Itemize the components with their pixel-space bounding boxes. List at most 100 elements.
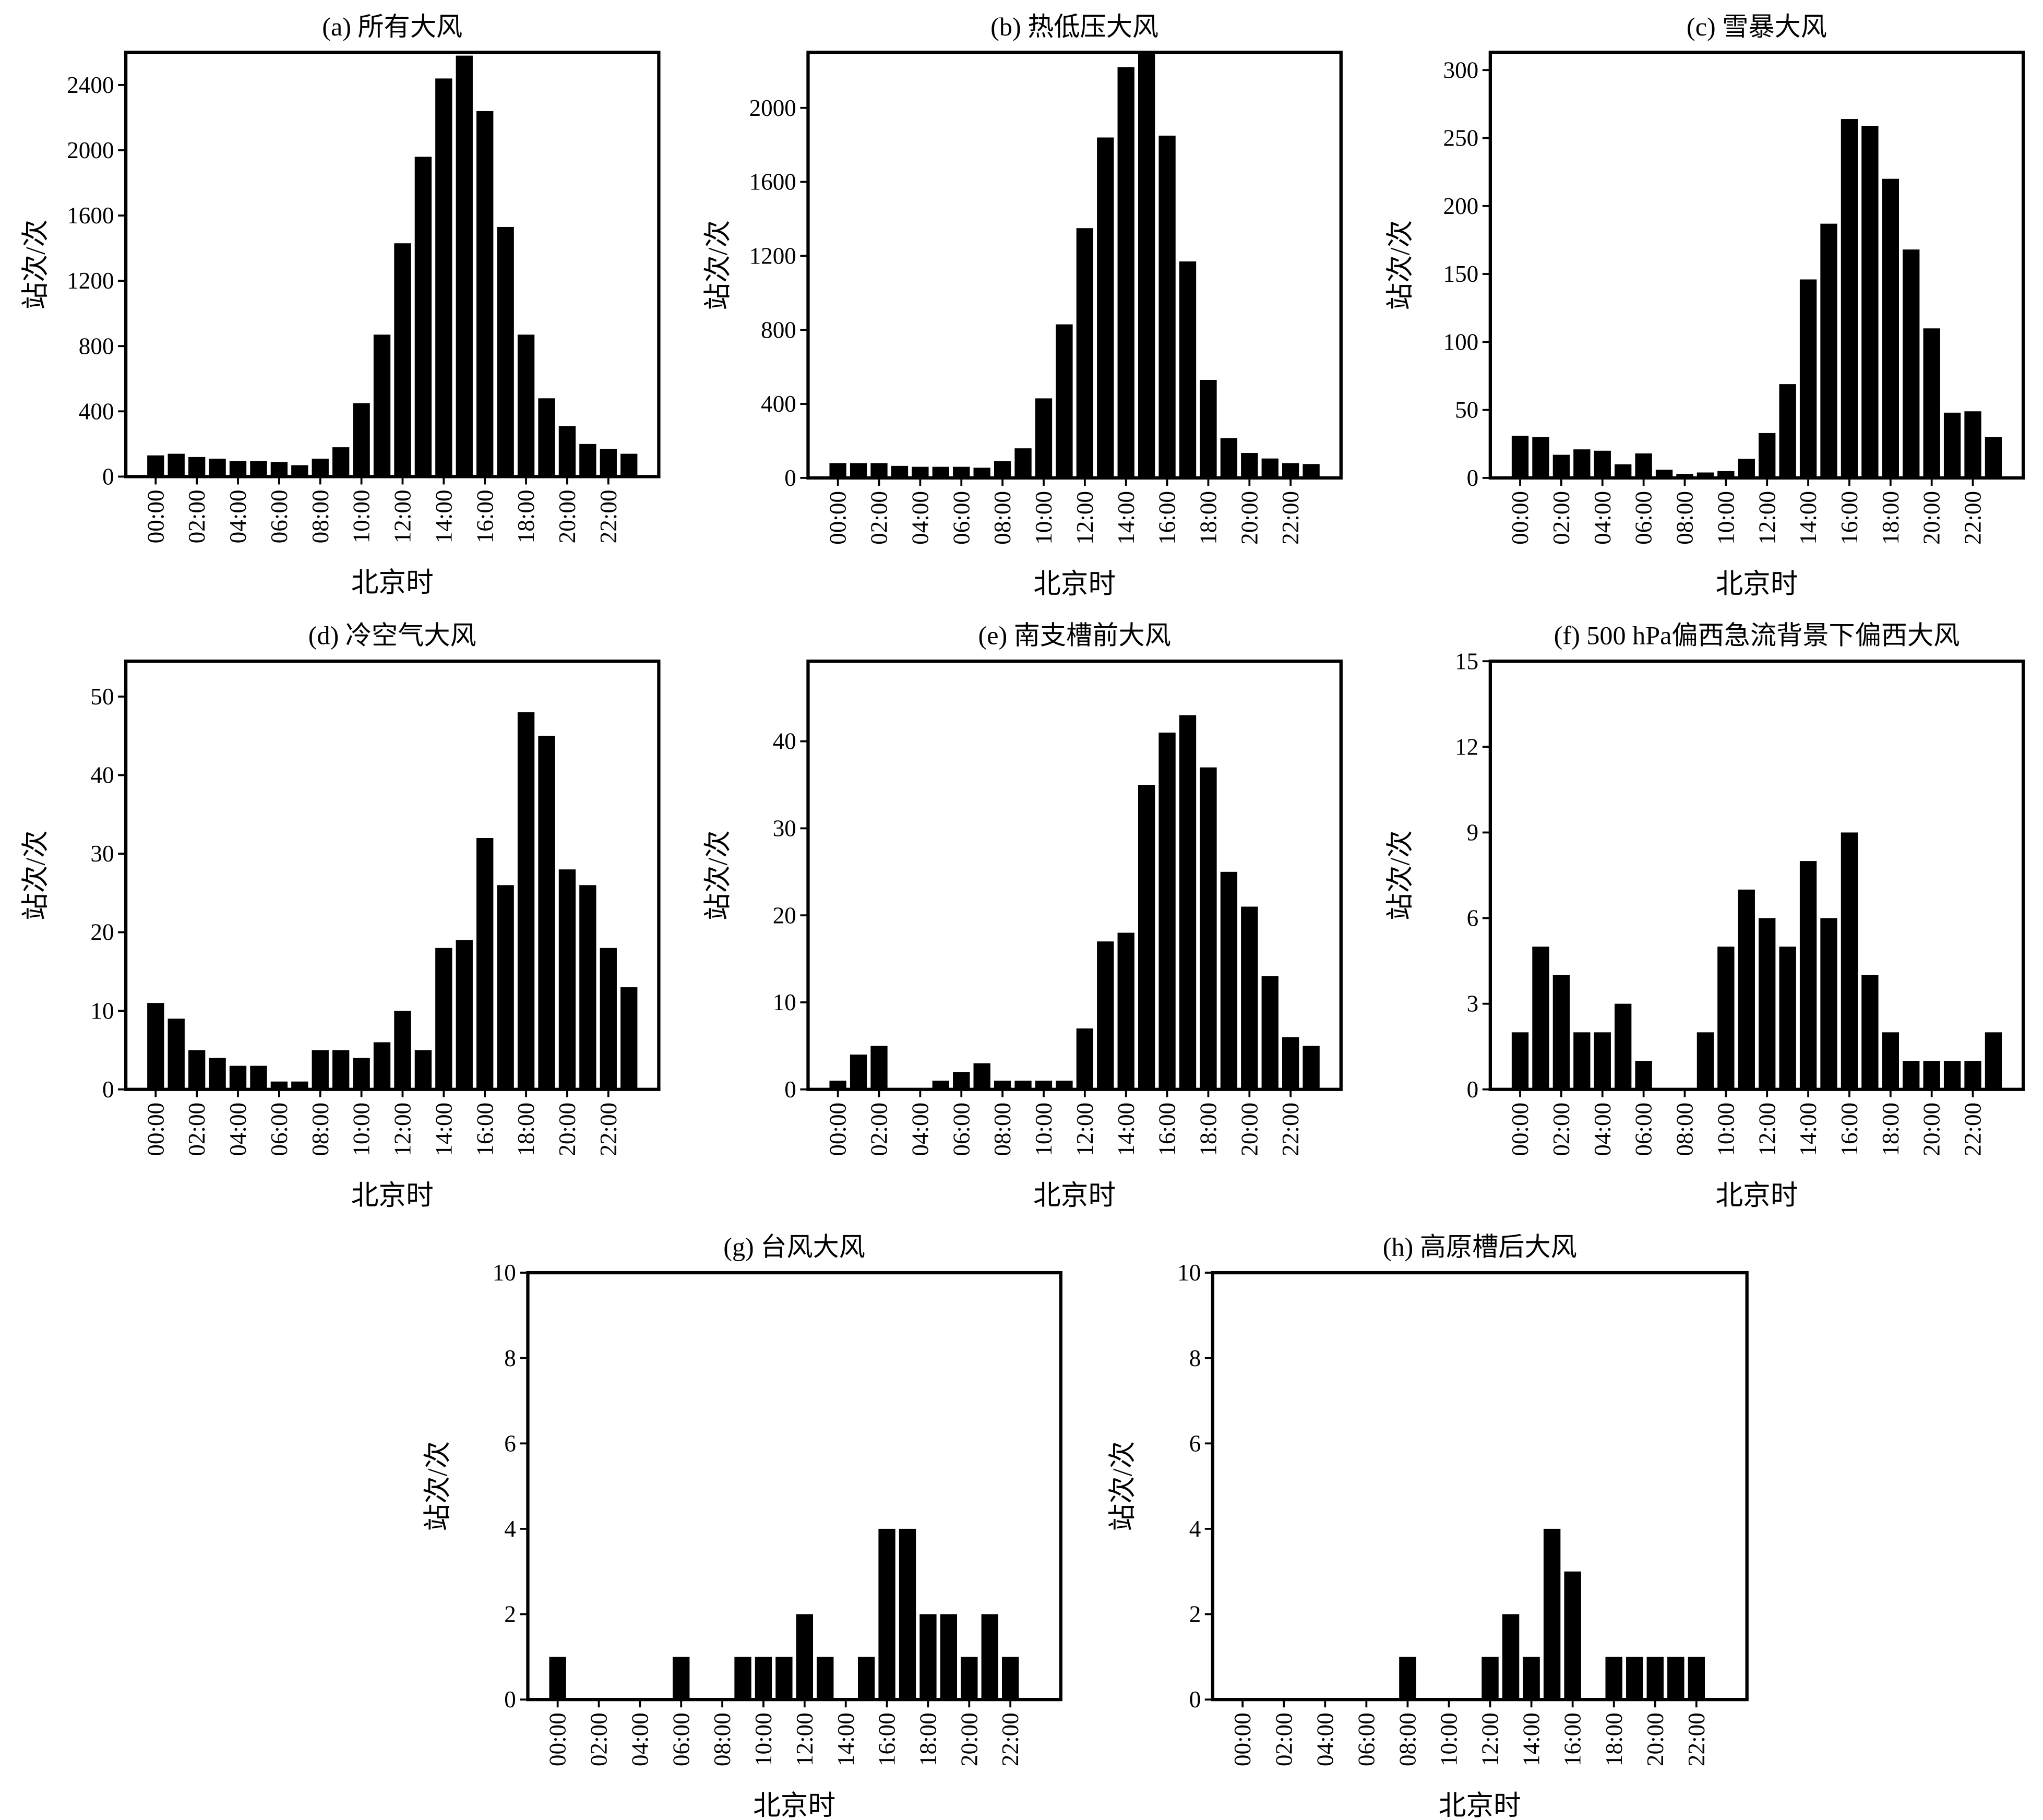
y-tick-label: 1200	[67, 268, 114, 294]
y-tick-label: 10	[493, 1260, 516, 1286]
y-axis-label: 站次/次	[703, 830, 733, 920]
x-tick-label: 16:00	[1836, 1103, 1862, 1156]
bar	[1717, 471, 1735, 478]
bar	[1035, 1081, 1053, 1089]
chart-title: (g) 台风大风	[723, 1232, 865, 1261]
x-tick-label: 02:00	[866, 1103, 892, 1156]
y-tick-label: 10	[1177, 1260, 1201, 1286]
bar	[1303, 1046, 1320, 1089]
bar	[147, 1003, 164, 1089]
bar	[1861, 126, 1879, 478]
bar	[1482, 1657, 1499, 1700]
x-tick-label: 02:00	[1548, 491, 1574, 545]
panel: 00:00 02:00 04:00 06:00 08:00 10:00 12:00 14:00…	[1385, 621, 2025, 1211]
bar	[579, 885, 596, 1089]
bar	[188, 457, 206, 477]
y-tick-label: 9	[1467, 820, 1479, 846]
bar	[1985, 1032, 2002, 1089]
x-tick-label: 18:00	[1601, 1713, 1627, 1766]
y-tick-label: 20	[90, 919, 114, 945]
x-tick-label: 14:00	[431, 489, 457, 543]
bar	[1035, 398, 1053, 478]
bar	[870, 1046, 888, 1089]
bar	[1138, 54, 1155, 478]
bar	[1759, 918, 1776, 1089]
bar	[1303, 464, 1320, 478]
x-tick-label: 20:00	[1642, 1713, 1668, 1766]
y-tick-label: 1600	[67, 202, 114, 229]
panel: 00:00 02:00 04:00 06:00 08:00 10:00 12:00 14:00…	[1385, 12, 2025, 600]
x-tick-label: 22:00	[595, 1103, 622, 1156]
x-tick-label: 00:00	[1507, 491, 1533, 545]
x-tick-label: 06:00	[266, 489, 292, 543]
bar	[1552, 975, 1570, 1089]
bar	[1117, 932, 1134, 1089]
bar	[620, 453, 638, 477]
x-tick-label: 04:00	[225, 489, 251, 543]
bar	[878, 1528, 895, 1700]
y-axis-label: 站次/次	[21, 830, 51, 920]
x-tick-label: 06:00	[1353, 1713, 1379, 1766]
bar	[312, 459, 329, 477]
bar	[994, 461, 1011, 478]
bar	[476, 111, 494, 477]
bar	[1573, 1032, 1591, 1089]
bar	[1241, 453, 1258, 478]
bar	[899, 1528, 916, 1700]
bar	[558, 869, 576, 1089]
bar	[1667, 1657, 1684, 1700]
y-tick-label: 0	[784, 1076, 796, 1103]
x-tick-label: 12:00	[1477, 1713, 1503, 1766]
y-tick-label: 40	[90, 762, 114, 788]
bar	[1002, 1657, 1019, 1700]
x-tick-label: 00:00	[545, 1713, 571, 1766]
y-axis-label: 站次/次	[1385, 220, 1415, 310]
panel: 00:00 02:00 04:00 06:00 08:00 10:00 12:00 14:00…	[703, 621, 1343, 1211]
bar	[270, 462, 288, 477]
bar	[476, 837, 494, 1089]
y-tick-label: 2000	[67, 137, 114, 163]
y-tick-label: 200	[1443, 193, 1479, 219]
x-tick-label: 20:00	[554, 489, 580, 543]
x-tick-label: 04:00	[225, 1103, 251, 1156]
y-tick-label: 50	[1455, 397, 1478, 423]
x-tick-label: 18:00	[1878, 1103, 1904, 1156]
x-tick-label: 08:00	[307, 489, 333, 543]
y-tick-label: 2000	[749, 95, 796, 121]
bar	[1799, 861, 1817, 1089]
y-tick-label: 12	[1455, 734, 1478, 760]
bar	[940, 1614, 958, 1700]
y-tick-label: 15	[1455, 648, 1478, 674]
y-tick-label: 20	[773, 902, 796, 928]
bar	[1200, 379, 1217, 478]
y-axis-label: 站次/次	[21, 220, 51, 310]
bar	[147, 455, 164, 477]
y-tick-label: 3	[1467, 991, 1479, 1017]
panel: 00:00 02:00 04:00 06:00 08:00 10:00 12:00 14:00…	[21, 621, 661, 1211]
y-tick-label: 0	[1189, 1686, 1201, 1713]
bar	[229, 1065, 247, 1089]
bar	[994, 1081, 1011, 1089]
bar	[1117, 67, 1134, 478]
bar	[332, 1050, 350, 1089]
bar	[456, 55, 473, 477]
bar	[168, 1019, 185, 1089]
x-tick-label: 00:00	[142, 1103, 169, 1156]
bar	[932, 466, 949, 478]
bar	[796, 1614, 814, 1700]
x-tick-label: 14:00	[833, 1713, 859, 1766]
x-tick-label: 18:00	[915, 1713, 941, 1766]
bar	[1676, 474, 1693, 478]
plot-frame	[124, 660, 661, 1091]
bar	[1097, 941, 1114, 1089]
bar	[1594, 450, 1611, 478]
x-tick-label: 04:00	[1590, 1103, 1616, 1156]
bar	[1605, 1657, 1622, 1700]
x-tick-label: 04:00	[627, 1713, 653, 1766]
y-tick-label: 2	[504, 1601, 516, 1627]
bar	[1903, 1061, 1920, 1089]
bar	[1923, 328, 1940, 478]
panel: 00:00 02:00 04:00 06:00 08:00 10:00 12:00 14:00…	[703, 12, 1343, 600]
bar	[1138, 785, 1155, 1089]
